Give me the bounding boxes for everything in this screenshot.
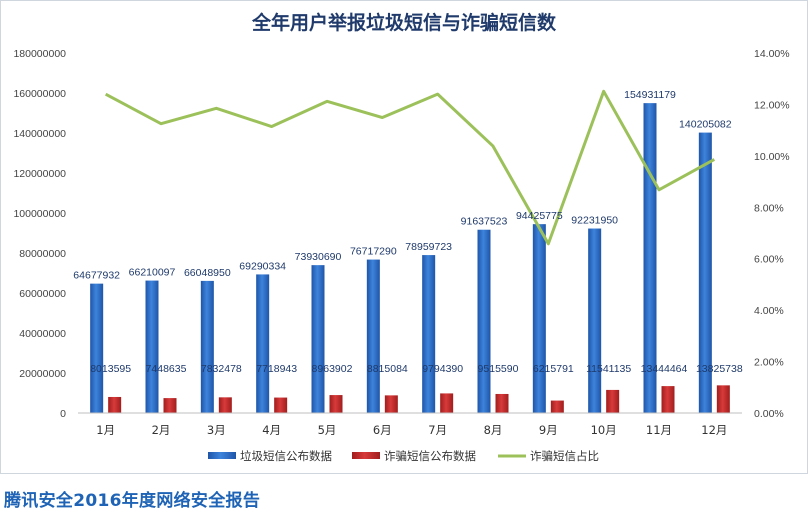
bar-spam <box>422 255 436 413</box>
bar-fraud-label: 7832478 <box>201 363 242 375</box>
x-tick-label: 9月 <box>539 423 558 437</box>
bar-spam-label: 91637523 <box>461 216 508 228</box>
x-tick-label: 8月 <box>484 423 503 437</box>
line-series <box>104 89 716 246</box>
x-tick-label: 10月 <box>591 423 617 437</box>
bar-fraud-label: 13825738 <box>696 363 743 375</box>
bar-fraud-label: 11541135 <box>586 363 631 375</box>
x-tick-label: 11月 <box>646 423 672 437</box>
legend-swatch-fraud <box>352 452 380 459</box>
bar-fraud <box>716 385 730 413</box>
x-axis: 1月 2月 3月 4月 5月 6月 7月 8月 9月 10月 11月 12月 <box>78 412 742 437</box>
bar-fraud-label: 8013595 <box>90 363 131 375</box>
y-axis-right: 0.00% 2.00% 4.00% 6.00% 8.00% 10.00% 12.00% 14.… <box>754 48 790 420</box>
report-footer: 腾讯安全2016年度网络安全报告 <box>4 491 261 511</box>
legend-label-fraud: 诈骗短信公布数据 <box>384 449 476 463</box>
bar-fraud-label: 8963902 <box>312 363 353 375</box>
bar-spam <box>200 280 214 413</box>
combo-chart: 0 20000000 40000000 60000000 80000000 1000000… <box>13 48 790 463</box>
bar-fraud-label: 8815084 <box>367 363 408 375</box>
bar-spam-label: 92231950 <box>571 215 618 227</box>
data-labels: 64677932 8013595 66210097 7448635 66048950 78… <box>73 89 743 375</box>
x-tick-label: 4月 <box>262 423 281 437</box>
bar-spam-label: 69290334 <box>239 260 286 272</box>
bar-fraud <box>108 396 122 413</box>
legend-swatch-spam <box>208 452 236 459</box>
bar-fraud-label: 6215791 <box>533 363 574 375</box>
x-tick-label: 5月 <box>318 423 337 437</box>
bar-spam <box>588 228 602 413</box>
y2-tick-label: 14.00% <box>754 48 790 60</box>
y2-tick-label: 12.00% <box>754 99 790 111</box>
y-tick-label: 20000000 <box>19 368 66 380</box>
y-tick-label: 60000000 <box>19 288 66 300</box>
bar-spam-label: 64677932 <box>73 270 120 282</box>
y2-tick-label: 2.00% <box>754 357 784 369</box>
y-tick-label: 120000000 <box>13 168 66 180</box>
legend-label-spam: 垃圾短信公布数据 <box>240 449 332 463</box>
bar-spam-label: 73930690 <box>295 251 342 263</box>
y-tick-label: 80000000 <box>19 248 66 260</box>
bar-spam <box>145 280 159 413</box>
y2-tick-label: 4.00% <box>754 305 784 317</box>
bar-fraud <box>218 397 232 413</box>
x-tick-label: 7月 <box>428 423 447 437</box>
bar-fraud-label: 9794390 <box>422 363 463 375</box>
y-axis-left: 0 20000000 40000000 60000000 80000000 1000000… <box>13 48 66 420</box>
bar-fraud <box>550 400 564 413</box>
y-tick-label: 140000000 <box>13 128 66 140</box>
bar-spam <box>366 259 380 413</box>
bar-fraud <box>163 398 177 413</box>
bar-fraud <box>495 393 509 413</box>
bar-series <box>90 103 730 414</box>
bar-spam <box>698 132 712 413</box>
y-tick-label: 100000000 <box>13 208 66 220</box>
bar-fraud <box>606 389 620 413</box>
y2-tick-label: 0.00% <box>754 408 784 420</box>
bar-spam-label: 94425775 <box>516 210 563 222</box>
x-tick-label: 1月 <box>96 423 115 437</box>
bar-fraud <box>384 395 398 413</box>
y2-tick-label: 6.00% <box>754 254 784 266</box>
bar-spam-label: 140205082 <box>679 119 732 131</box>
chart-title: 全年用户举报垃圾短信与诈骗短信数 <box>251 12 556 34</box>
bar-fraud <box>661 386 675 413</box>
bar-fraud-label: 7448635 <box>146 363 187 375</box>
y2-tick-label: 8.00% <box>754 202 784 214</box>
bar-fraud-label: 13444464 <box>641 363 688 375</box>
x-tick-label: 2月 <box>152 423 171 437</box>
bar-fraud <box>440 393 454 413</box>
bar-spam-label: 78959723 <box>405 241 452 253</box>
y-tick-label: 0 <box>60 408 66 420</box>
y2-tick-label: 10.00% <box>754 151 790 163</box>
ratio-line <box>104 89 716 246</box>
bar-spam <box>256 274 270 413</box>
bar-spam <box>532 224 546 413</box>
x-tick-label: 12月 <box>701 423 727 437</box>
x-tick-label: 6月 <box>373 423 392 437</box>
x-tick-label: 3月 <box>207 423 226 437</box>
bar-spam-label: 154931179 <box>624 89 676 101</box>
bar-spam <box>311 265 325 413</box>
y-tick-label: 180000000 <box>13 48 66 60</box>
bar-spam <box>90 283 104 413</box>
bar-fraud-label: 9515590 <box>478 363 519 375</box>
bar-spam-label: 66048950 <box>184 267 231 279</box>
bar-spam <box>477 229 491 413</box>
legend-label-ratio: 诈骗短信占比 <box>530 449 599 463</box>
bar-fraud-label: 7718943 <box>256 363 297 375</box>
legend: 垃圾短信公布数据 诈骗短信公布数据 诈骗短信占比 <box>208 449 599 463</box>
bar-spam-label: 66210097 <box>129 267 176 279</box>
y-tick-label: 160000000 <box>13 88 66 100</box>
bar-spam-label: 76717290 <box>350 246 397 258</box>
y-tick-label: 40000000 <box>19 328 66 340</box>
bar-fraud <box>329 395 343 413</box>
bar-fraud <box>274 397 288 413</box>
